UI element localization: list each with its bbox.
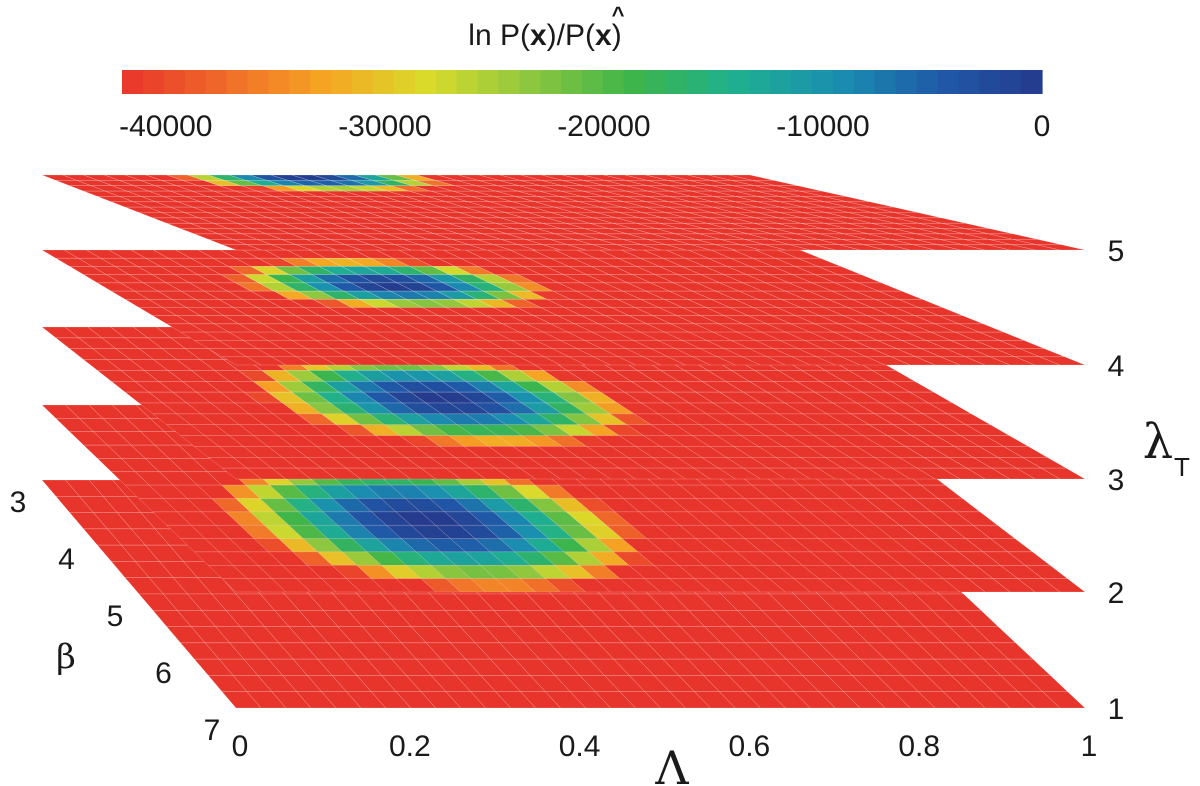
heatmap-cell: [1042, 691, 1086, 709]
title-middle: )/P(: [547, 19, 595, 52]
z-axis-label-subscript: T: [1174, 452, 1190, 482]
heatmap-cell: [1039, 356, 1086, 366]
colorbar-segment: [519, 70, 541, 94]
colorbar-segment: [686, 70, 709, 94]
colorbar-segment: [247, 70, 269, 94]
colorbar-tick-label: -30000: [338, 110, 431, 143]
z-tick-label: 2: [1108, 577, 1125, 610]
colorbar-tick-label: 0: [1034, 110, 1051, 143]
colorbar-segment: [749, 70, 771, 94]
z-tick-label: 5: [1108, 235, 1125, 268]
colorbar-tick-label: -20000: [557, 110, 650, 143]
x-tick-label: 1: [1081, 730, 1098, 763]
colorbar-segment: [958, 70, 980, 94]
colorbar-segment: [937, 70, 959, 94]
colorbar-segment: [1000, 70, 1022, 94]
colorbar-segment: [142, 70, 165, 94]
colorbar-segment: [268, 70, 290, 94]
z-tick-label: 3: [1108, 464, 1125, 497]
title-x-bold: x: [530, 19, 547, 52]
colorbar-segment: [414, 70, 437, 94]
y-axis-label: β: [56, 637, 76, 677]
colorbar-segment: [205, 70, 228, 94]
title-suffix: ): [612, 19, 622, 52]
z-axis-ticks: 1 2 3 4 5: [1108, 235, 1125, 726]
z-tick-label: 4: [1108, 350, 1125, 383]
heatmap-cell: [1041, 578, 1086, 593]
colorbar-segment: [331, 70, 353, 94]
colorbar-segment: [812, 70, 834, 94]
colorbar-segment: [540, 70, 562, 94]
colorbar-segment: [874, 70, 897, 94]
colorbar-segment: [665, 70, 688, 94]
colorbar-segment: [122, 70, 144, 94]
x-tick-label: 0.2: [389, 730, 431, 763]
colorbar-segment: [310, 70, 332, 94]
x-axis-label: Λ: [654, 741, 689, 786]
colorbar-segment: [602, 70, 625, 94]
colorbar-segment: [435, 70, 458, 94]
colorbar-segment: [832, 70, 855, 94]
z-tick-label: 1: [1108, 693, 1125, 726]
colorbar-segment: [226, 70, 249, 94]
colorbar-segment: [498, 70, 520, 94]
y-tick-label: 3: [10, 486, 27, 519]
title-prefix: ln P(: [468, 19, 530, 52]
colorbar-segment: [770, 70, 792, 94]
y-tick-label: 5: [107, 600, 124, 633]
title-xhat-bold: x: [595, 19, 612, 52]
x-tick-label: 0.8: [898, 730, 940, 763]
chart-title: ln P(x)/P(x): [468, 19, 621, 52]
colorbar-segment: [916, 70, 939, 94]
colorbar-segment: [561, 70, 583, 94]
colorbar-segment: [289, 70, 311, 94]
colorbar-segment: [163, 70, 186, 94]
colorbar-segment: [895, 70, 918, 94]
plane-lambda-5: [41, 174, 1086, 251]
heatmap-cell: [1040, 467, 1086, 480]
colorbar-tick-labels: -40000 -30000 -20000 -10000 0: [119, 110, 1050, 143]
colorbar-segment: [853, 70, 876, 94]
colorbar-segment: [728, 70, 750, 94]
y-tick-label: 6: [155, 657, 172, 690]
x-axis-ticks: 0 0.2 0.4 0.6 0.8 1: [232, 730, 1098, 763]
colorbar-segment: [644, 70, 667, 94]
title-hat-accent: ^: [612, 2, 625, 27]
y-tick-label: 7: [204, 714, 221, 747]
x-tick-label: 0: [232, 730, 249, 763]
y-tick-label: 4: [58, 543, 75, 576]
x-tick-label: 0.4: [559, 730, 601, 763]
colorbar-tick-label: -40000: [119, 110, 212, 143]
colorbar-segment: [623, 70, 646, 94]
plane-lambda-4: [41, 249, 1086, 366]
colorbar-segment: [477, 70, 499, 94]
colorbar-segment: [791, 70, 813, 94]
colorbar-segment: [979, 70, 1001, 94]
heatmap-cell: [1036, 244, 1086, 251]
heatmap-planes: [41, 174, 1086, 709]
colorbar-tick-label: -10000: [776, 110, 869, 143]
colorbar-segment: [184, 70, 207, 94]
colorbar-segment: [1021, 70, 1043, 94]
colorbar-segment: [352, 70, 374, 94]
colorbar-segment: [456, 70, 479, 94]
colorbar-segment: [582, 70, 604, 94]
x-tick-label: 0.6: [729, 730, 771, 763]
colorbar: [122, 70, 1043, 94]
z-axis-label: λ: [1143, 414, 1173, 470]
colorbar-segment: [707, 70, 729, 94]
colorbar-segment: [372, 70, 395, 94]
colorbar-segment: [393, 70, 416, 94]
